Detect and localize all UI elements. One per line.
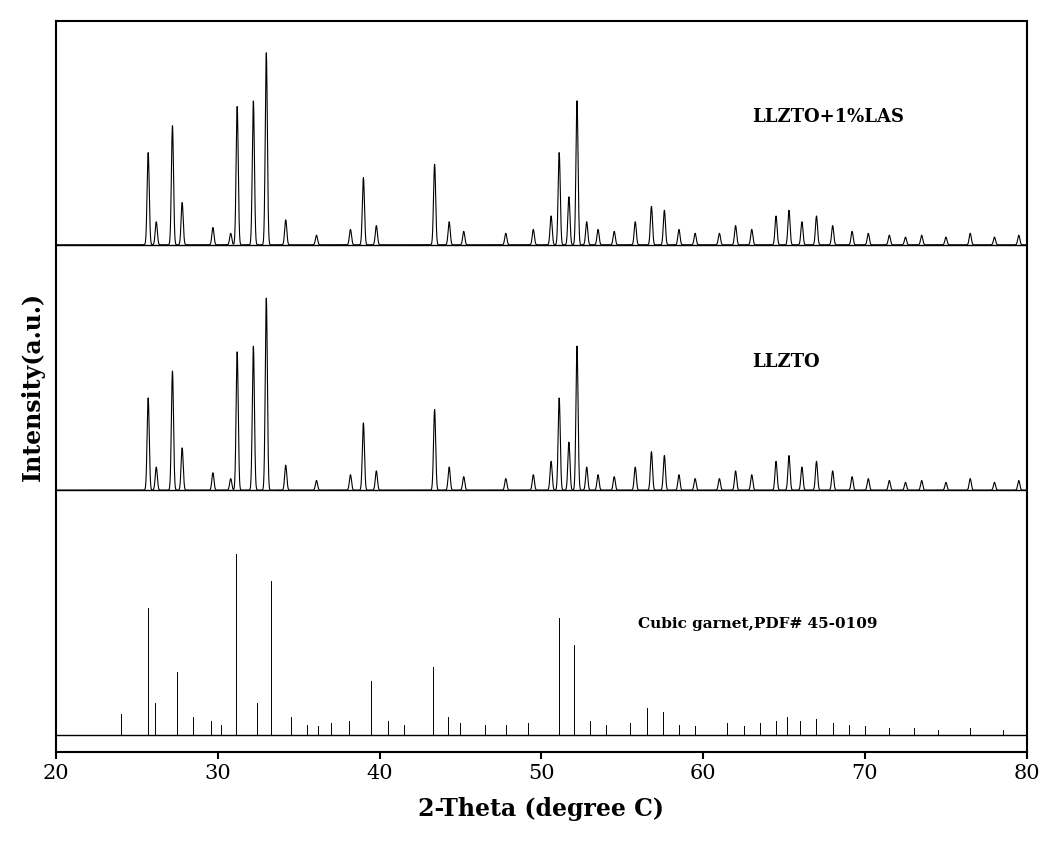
Text: LLZTO: LLZTO <box>752 353 819 371</box>
Y-axis label: Intensity(a.u.): Intensity(a.u.) <box>21 292 45 482</box>
X-axis label: 2-Theta (degree C): 2-Theta (degree C) <box>418 797 664 821</box>
Text: LLZTO+1%LAS: LLZTO+1%LAS <box>752 108 904 125</box>
Text: Cubic garnet,PDF# 45-0109: Cubic garnet,PDF# 45-0109 <box>639 617 879 632</box>
